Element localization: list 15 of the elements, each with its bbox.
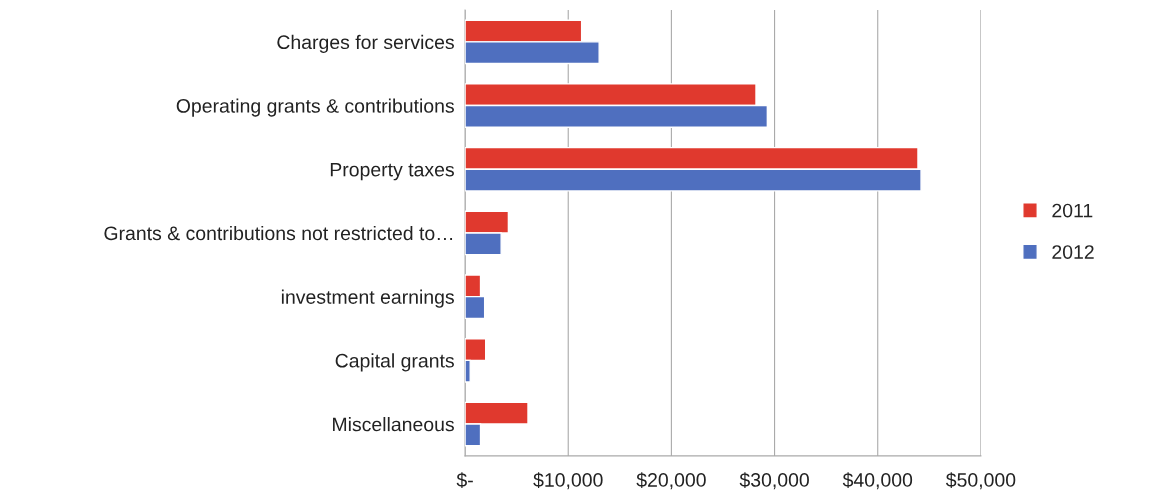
x-tick-label: $10,000 (533, 472, 603, 490)
y-tick-label: Charges for services (277, 34, 454, 53)
x-tick-label: $40,000 (842, 472, 913, 490)
y-tick-label: Miscellaneous (333, 417, 454, 432)
y-tick-label: Capital grants (335, 353, 454, 372)
x-tick-label: $- (456, 472, 473, 489)
x-tick-label: $50,000 (945, 472, 1016, 490)
y-tick-label: Operating grants & contributions (176, 98, 454, 117)
y-tick-label: Grants & contributions not restricted to… (104, 225, 453, 241)
y-tick-label: Property taxes (330, 162, 454, 181)
legend-label: 2012 (1052, 245, 1094, 259)
x-tick-label: $20,000 (636, 472, 706, 490)
y-tick-label: investment earnings (281, 289, 454, 308)
x-tick-label: $30,000 (739, 472, 809, 490)
legend-label: 2011 (1052, 203, 1093, 218)
